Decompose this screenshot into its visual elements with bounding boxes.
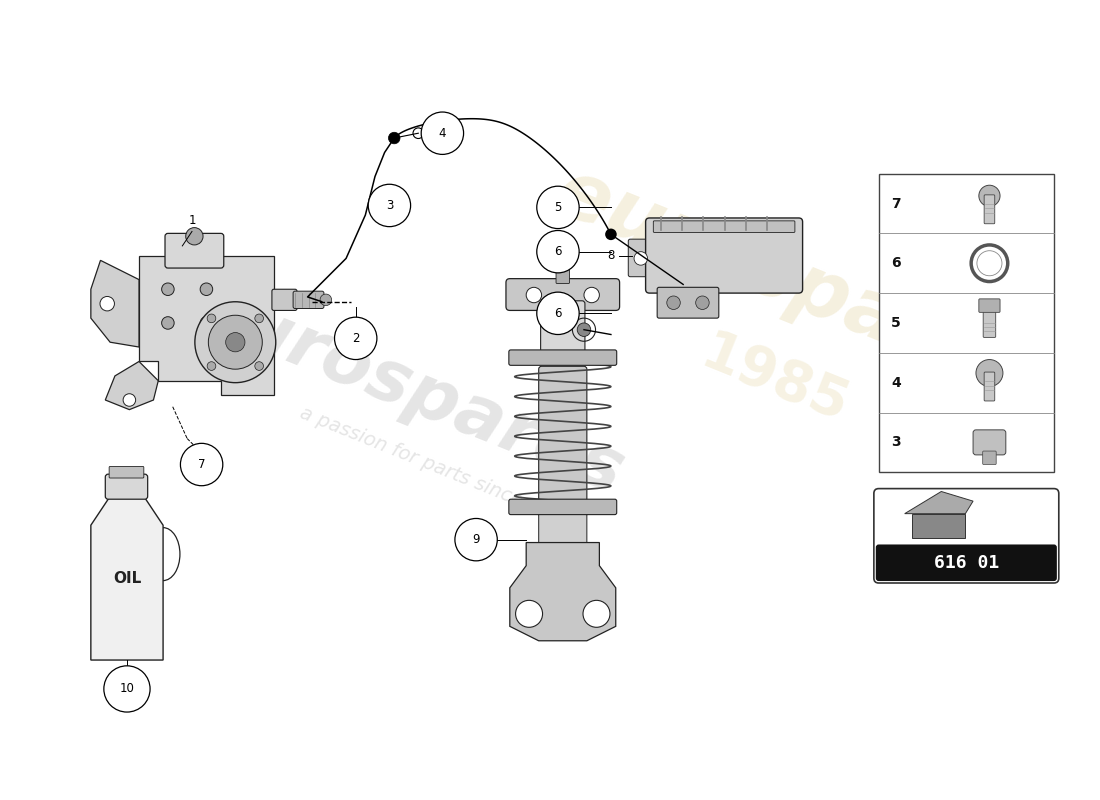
FancyBboxPatch shape xyxy=(109,466,144,478)
Text: eurospares: eurospares xyxy=(543,153,1045,416)
FancyBboxPatch shape xyxy=(984,372,994,401)
Circle shape xyxy=(195,302,276,382)
FancyBboxPatch shape xyxy=(879,174,1054,472)
FancyBboxPatch shape xyxy=(539,509,587,546)
Circle shape xyxy=(255,362,264,370)
Circle shape xyxy=(207,314,216,322)
FancyBboxPatch shape xyxy=(657,287,718,318)
Text: 7: 7 xyxy=(891,197,901,210)
Text: 1: 1 xyxy=(188,214,196,226)
Text: 6: 6 xyxy=(554,245,562,258)
FancyBboxPatch shape xyxy=(876,545,1057,581)
Circle shape xyxy=(180,443,223,486)
FancyBboxPatch shape xyxy=(272,290,297,310)
Polygon shape xyxy=(91,260,139,347)
Circle shape xyxy=(578,323,591,337)
FancyBboxPatch shape xyxy=(165,234,223,268)
FancyBboxPatch shape xyxy=(106,474,147,499)
Circle shape xyxy=(526,287,541,302)
Circle shape xyxy=(200,317,212,330)
Polygon shape xyxy=(509,542,616,641)
Text: 8: 8 xyxy=(607,249,615,262)
FancyBboxPatch shape xyxy=(646,218,803,293)
FancyBboxPatch shape xyxy=(653,221,795,233)
Text: 6: 6 xyxy=(891,256,901,270)
Circle shape xyxy=(226,333,245,352)
Polygon shape xyxy=(106,362,158,410)
Circle shape xyxy=(979,186,1000,206)
Circle shape xyxy=(455,518,497,561)
FancyBboxPatch shape xyxy=(979,299,1000,312)
Circle shape xyxy=(162,317,174,330)
Text: 4: 4 xyxy=(439,126,447,140)
Circle shape xyxy=(605,229,617,240)
Text: 10: 10 xyxy=(120,682,134,695)
Circle shape xyxy=(162,283,174,295)
FancyBboxPatch shape xyxy=(974,430,1005,455)
Circle shape xyxy=(537,186,580,229)
Circle shape xyxy=(634,252,648,265)
FancyBboxPatch shape xyxy=(873,489,1059,583)
FancyBboxPatch shape xyxy=(293,291,323,309)
Polygon shape xyxy=(91,496,163,660)
Circle shape xyxy=(695,296,710,310)
Text: 3: 3 xyxy=(891,435,901,450)
Text: 7: 7 xyxy=(198,458,206,471)
FancyBboxPatch shape xyxy=(540,301,585,354)
Text: eurospares: eurospares xyxy=(184,273,634,508)
Circle shape xyxy=(537,230,580,273)
FancyBboxPatch shape xyxy=(509,499,617,514)
Text: 5: 5 xyxy=(554,201,562,214)
Circle shape xyxy=(100,297,114,311)
Circle shape xyxy=(537,292,580,334)
FancyBboxPatch shape xyxy=(506,278,619,310)
Circle shape xyxy=(207,362,216,370)
Text: a passion for parts since 1985: a passion for parts since 1985 xyxy=(297,403,578,531)
Text: 1985: 1985 xyxy=(693,326,857,434)
Text: OIL: OIL xyxy=(113,570,141,586)
Circle shape xyxy=(388,132,400,144)
Text: 3: 3 xyxy=(386,199,393,212)
Circle shape xyxy=(976,359,1003,386)
Circle shape xyxy=(200,283,212,295)
FancyBboxPatch shape xyxy=(509,350,617,366)
Circle shape xyxy=(186,228,204,245)
Circle shape xyxy=(334,317,377,359)
Text: 4: 4 xyxy=(891,376,901,390)
FancyBboxPatch shape xyxy=(982,451,997,465)
Circle shape xyxy=(584,287,600,302)
Circle shape xyxy=(320,294,331,306)
Circle shape xyxy=(208,315,262,369)
FancyBboxPatch shape xyxy=(983,306,996,338)
FancyBboxPatch shape xyxy=(984,195,994,224)
Circle shape xyxy=(103,666,150,712)
Circle shape xyxy=(123,394,135,406)
Text: 9: 9 xyxy=(472,533,480,546)
Polygon shape xyxy=(139,255,274,395)
Circle shape xyxy=(516,600,542,627)
Text: 5: 5 xyxy=(891,316,901,330)
Circle shape xyxy=(255,314,264,322)
Circle shape xyxy=(667,296,680,310)
Polygon shape xyxy=(904,491,974,514)
Polygon shape xyxy=(912,514,966,538)
Circle shape xyxy=(368,184,410,226)
Circle shape xyxy=(421,112,463,154)
Text: 6: 6 xyxy=(554,307,562,320)
Text: 616 01: 616 01 xyxy=(934,554,999,572)
Circle shape xyxy=(583,600,610,627)
FancyBboxPatch shape xyxy=(539,366,587,517)
FancyBboxPatch shape xyxy=(628,239,653,277)
Text: 2: 2 xyxy=(352,332,360,345)
FancyBboxPatch shape xyxy=(556,253,570,283)
